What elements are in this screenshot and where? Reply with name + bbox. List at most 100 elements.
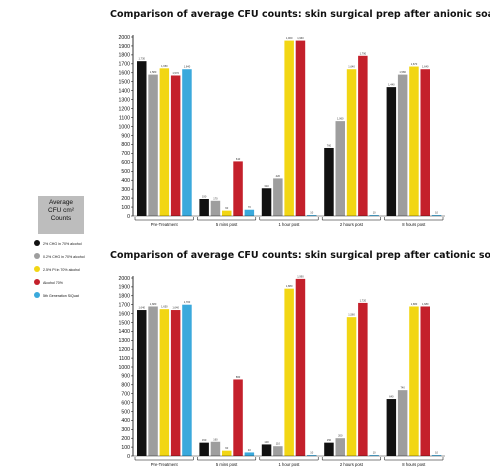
data-label: 1,680	[150, 302, 157, 306]
legend-title-line-1: Average	[48, 199, 74, 206]
bar	[335, 121, 345, 216]
category-bracket	[134, 457, 194, 461]
data-label: 1,670	[411, 62, 418, 66]
y-tick-label: 600	[121, 400, 130, 406]
bar	[346, 317, 357, 456]
bar	[295, 278, 306, 456]
bar	[397, 390, 408, 456]
category-label: Pre-Treatment	[151, 222, 179, 227]
bar	[159, 68, 170, 216]
data-label: 1,990	[297, 274, 304, 278]
bar	[324, 147, 334, 216]
data-label: 1,640	[184, 65, 191, 69]
y-tick-label: 1700	[118, 62, 130, 68]
bar	[284, 40, 294, 216]
data-label: 60	[225, 446, 228, 450]
bar	[431, 455, 442, 456]
bar	[307, 215, 317, 216]
legend-swatch	[34, 240, 40, 246]
data-label: 1,640	[348, 65, 355, 69]
bar	[233, 161, 243, 216]
bar	[369, 455, 379, 456]
data-label: 160	[213, 437, 218, 441]
legend-swatch	[34, 266, 40, 272]
data-label: 1,640	[422, 65, 429, 69]
category-bracket	[197, 217, 257, 221]
bar	[199, 442, 209, 456]
y-tick-label: 1800	[118, 294, 130, 300]
y-tick-label: 200	[121, 436, 130, 442]
y-tick-label: 300	[121, 427, 130, 433]
bar	[199, 198, 209, 216]
data-label: 1,730	[139, 57, 146, 61]
bar	[222, 450, 232, 456]
y-tick-label: 1200	[118, 106, 130, 112]
bar	[233, 379, 243, 456]
data-label: 40	[248, 448, 251, 452]
y-tick-label: 100	[121, 445, 130, 451]
data-label: 1,640	[172, 306, 179, 310]
bar	[397, 74, 408, 216]
data-label: 1,640	[139, 306, 146, 310]
y-tick-label: 1000	[118, 365, 130, 371]
data-label: 130	[264, 440, 269, 444]
y-tick-label: 1500	[118, 80, 130, 86]
category-label: 1 hour post	[279, 462, 301, 467]
data-label: 110	[276, 442, 281, 446]
data-label: 1,880	[286, 284, 293, 288]
data-label: 150	[327, 438, 332, 442]
data-label: 10	[435, 211, 438, 215]
data-label: 640	[389, 395, 394, 399]
bar	[307, 455, 317, 456]
data-label: 860	[236, 375, 241, 379]
legend-label: 5th Generation SiQuat	[43, 293, 79, 298]
y-tick-label: 1600	[118, 71, 130, 77]
category-label: 8 hours post	[402, 462, 426, 467]
category-bracket	[321, 217, 381, 221]
y-tick-label: 1100	[119, 356, 130, 362]
data-label: 1,560	[348, 313, 355, 317]
bar	[244, 452, 255, 456]
legend-swatch	[34, 253, 40, 259]
category-bracket	[321, 457, 381, 461]
bar	[137, 310, 147, 456]
y-tick-label: 2000	[118, 276, 130, 282]
category-bracket	[259, 217, 319, 221]
y-tick-label: 500	[121, 169, 130, 175]
bar	[170, 310, 181, 456]
y-tick-label: 1400	[118, 329, 130, 335]
category-label: 5 mins post	[216, 222, 238, 227]
data-label: 1,580	[150, 70, 157, 74]
data-label: 10	[310, 211, 313, 215]
legend-label: 2% CHG in 70% alcohol	[43, 241, 82, 246]
bar	[386, 399, 397, 456]
data-label: 1,720	[360, 298, 367, 302]
bar	[261, 188, 272, 216]
y-tick-label: 1400	[118, 89, 130, 95]
data-label: 1,650	[161, 64, 168, 68]
category-bracket	[384, 217, 444, 221]
data-label: 1,060	[337, 117, 344, 121]
legend-label: 2.5% PI in 70% alcohol	[43, 267, 80, 272]
legend-label: 0.2% CHG in 70% alcohol	[43, 254, 85, 259]
y-tick-label: 200	[121, 196, 130, 202]
chart-title-cationic: Comparison of average CFU counts: skin s…	[110, 250, 490, 261]
category-label: 8 hours post	[402, 222, 426, 227]
bar	[273, 446, 283, 456]
chart-title-anionic: Comparison of average CFU counts: skin s…	[110, 9, 490, 20]
legend-swatch	[34, 279, 40, 285]
bar	[420, 69, 430, 216]
y-tick-label: 0	[127, 214, 130, 220]
bar	[182, 69, 192, 216]
y-tick-label: 1900	[118, 44, 130, 50]
data-label: 1,440	[388, 83, 395, 87]
category-bracket	[197, 457, 257, 461]
bar	[244, 209, 255, 216]
category-label: 2 hours post	[340, 462, 364, 467]
y-tick-label: 900	[121, 374, 130, 380]
y-tick-label: 1200	[118, 347, 130, 353]
y-tick-label: 2000	[118, 35, 130, 41]
y-tick-label: 1000	[118, 124, 130, 130]
data-label: 200	[338, 434, 343, 438]
y-tick-label: 1600	[118, 311, 130, 317]
